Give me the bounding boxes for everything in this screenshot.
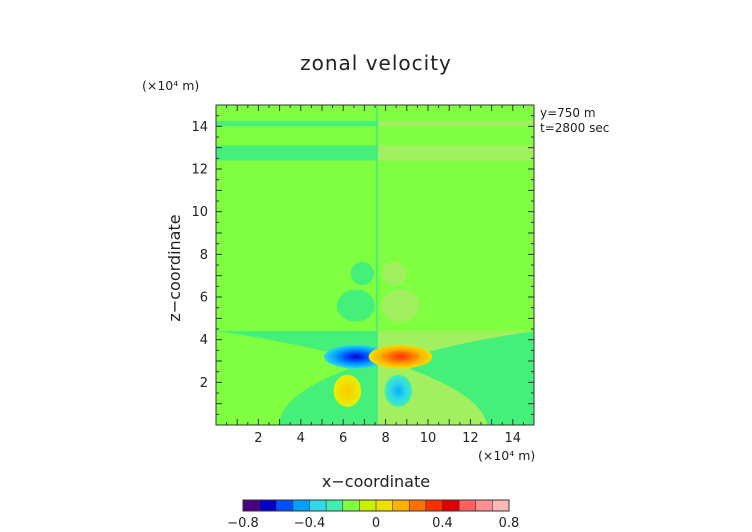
x-tick-label: 8 (381, 431, 389, 446)
horizontal-band-1-right (377, 121, 534, 127)
y-unit-label: (×10⁴ m) (142, 78, 199, 93)
velocity-blob-2 (368, 345, 433, 369)
colorbar-swatch (309, 500, 327, 511)
x-axis-ticks: 2 4 6 8 10 12 14 (215, 105, 535, 446)
y-tick-label: 14 (191, 120, 208, 135)
colorbar-swatch (359, 500, 377, 511)
y-tick-label: 4 (200, 333, 208, 348)
colorbar-tick-label: −0.8 (227, 516, 259, 531)
x-unit-label: (×10⁴ m) (478, 448, 535, 463)
horizontal-band-1-left (216, 121, 378, 127)
colorbar-swatch (442, 500, 460, 511)
velocity-blob-1 (324, 345, 388, 369)
colorbar-swatch (409, 500, 427, 511)
colorbar-swatch (276, 500, 294, 511)
annotation-time: t=2800 sec (540, 121, 609, 135)
x-tick-label: 6 (339, 431, 347, 446)
colorbar-tick-label: 0.8 (499, 516, 520, 531)
x-axis-label: x−coordinate (322, 472, 430, 491)
y-tick-label: 8 (200, 248, 208, 263)
horizontal-band-2-right (377, 145, 534, 161)
y-tick-label: 6 (200, 291, 208, 306)
velocity-blob-4 (384, 374, 413, 407)
velocity-blob-3 (333, 374, 362, 407)
y-tick-label: 12 (191, 163, 208, 178)
x-tick-label: 4 (297, 431, 305, 446)
x-tick-label: 14 (505, 431, 522, 446)
colorbar-tick-label: 0.4 (432, 516, 453, 531)
y-axis-ticks: 2 4 6 8 10 12 14 (191, 104, 534, 426)
colorbar-swatch (292, 500, 310, 511)
lower-right-wedge (411, 331, 534, 425)
colorbar-swatch (425, 500, 443, 511)
velocity-blob-6 (381, 289, 420, 322)
colorbar-swatch (392, 500, 410, 511)
horizontal-band-2-left (216, 145, 378, 161)
velocity-blob-8 (382, 261, 406, 286)
y-tick-label: 10 (191, 205, 208, 220)
annotation-y-level: y=750 m (540, 106, 596, 120)
y-axis-label: z−coordinate (165, 214, 184, 321)
lower-left-wedge (216, 331, 348, 425)
colorbar-tick-label: −0.4 (294, 516, 326, 531)
colorbar-swatch (376, 500, 393, 511)
colorbar-swatch (492, 500, 510, 511)
colorbar-swatch (475, 500, 493, 511)
colorbar: −0.8 −0.4 0 0.4 0.8 (227, 499, 520, 531)
colorbar-tick-label: 0 (372, 516, 380, 531)
colorbar-swatch (326, 500, 344, 511)
x-tick-label: 2 (254, 431, 262, 446)
velocity-blob-7 (350, 261, 374, 286)
colorbar-swatch (259, 500, 277, 511)
x-tick-label: 12 (462, 431, 479, 446)
colorbar-swatch (243, 500, 260, 511)
heatmap-field (216, 105, 534, 425)
colorbar-swatch (459, 500, 477, 511)
colorbar-swatch (342, 500, 360, 511)
plot-area (215, 104, 535, 426)
y-tick-label: 2 (200, 376, 208, 391)
velocity-blob-5 (336, 289, 376, 322)
x-tick-label: 10 (420, 431, 437, 446)
chart-title: zonal velocity (300, 51, 452, 75)
